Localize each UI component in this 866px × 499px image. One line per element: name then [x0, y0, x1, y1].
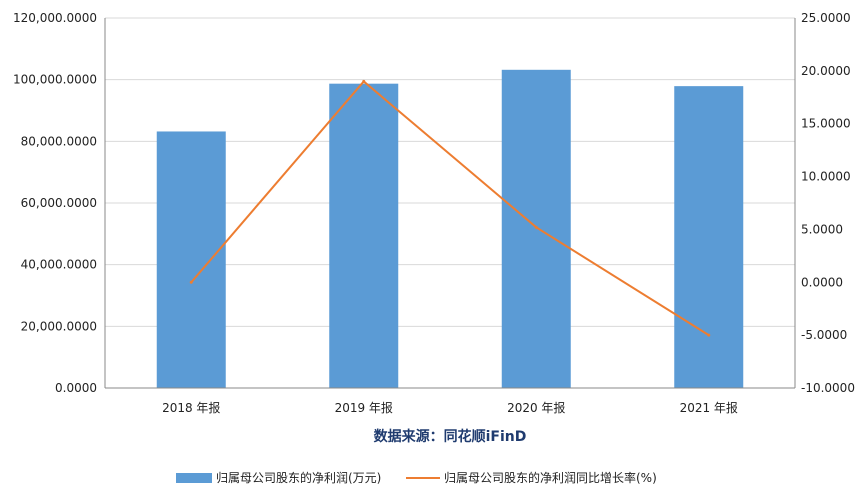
- y-right-tick-label: 20.0000: [801, 64, 851, 78]
- y-right-tick-label: 15.0000: [801, 117, 851, 131]
- y-left-tick-label: 0.0000: [55, 381, 97, 395]
- y-right-tick-label: -10.0000: [801, 381, 855, 395]
- line-series: [189, 79, 711, 337]
- line-point: [534, 225, 538, 229]
- legend-label-bar: 归属母公司股东的净利润(万元): [216, 470, 381, 485]
- line-point: [362, 79, 366, 83]
- y-left-tick-label: 60,000.0000: [21, 196, 97, 210]
- y-right-tick-label: 10.0000: [801, 170, 851, 184]
- y-left-tick-label: 100,000.0000: [13, 73, 97, 87]
- line-point: [189, 280, 193, 284]
- y-left-tick-label: 40,000.0000: [21, 258, 97, 272]
- bar: [501, 69, 571, 389]
- x-tick-label: 2018 年报: [162, 400, 220, 415]
- y-left-tick-label: 120,000.0000: [13, 11, 97, 25]
- bar: [329, 83, 399, 389]
- bar-series: [156, 69, 744, 389]
- y-right-tick-label: 0.0000: [801, 275, 843, 289]
- y-left-tick-label: 80,000.0000: [21, 134, 97, 148]
- legend-swatch-bar: [176, 473, 212, 483]
- y-right-tick-label: 5.0000: [801, 222, 843, 236]
- x-tick-label: 2020 年报: [507, 400, 565, 415]
- y-right-tick-label: -5.0000: [801, 328, 847, 342]
- axes: 0.0000 20,000.0000 40,000.0000 60,000.0000 8…: [13, 11, 855, 415]
- bar: [674, 86, 744, 389]
- y-left-tick-label: 20,000.0000: [21, 319, 97, 333]
- legend-label-line: 归属母公司股东的净利润同比增长率(%): [444, 470, 657, 485]
- source-caption: 数据来源：同花顺iFinD: [374, 428, 527, 445]
- y-right-tick-label: 25.0000: [801, 11, 851, 25]
- x-tick-label: 2019 年报: [335, 400, 393, 415]
- bar: [156, 131, 226, 388]
- line-point: [707, 333, 711, 337]
- growth-line: [190, 80, 710, 336]
- x-tick-label: 2021 年报: [680, 400, 738, 415]
- legend: 归属母公司股东的净利润(万元) 归属母公司股东的净利润同比增长率(%): [176, 470, 657, 485]
